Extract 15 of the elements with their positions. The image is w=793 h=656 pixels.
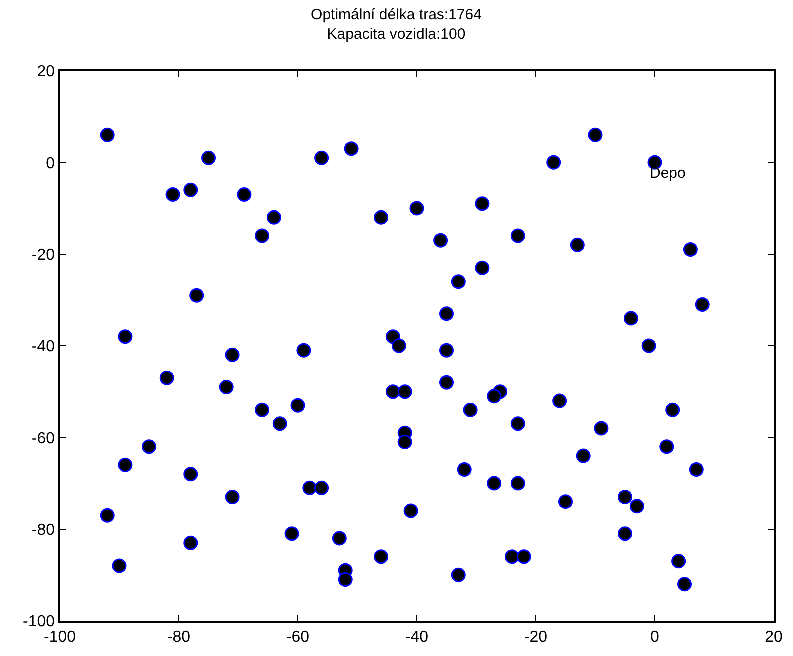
y-tick-label: 0 [46,155,56,172]
chart-title: Optimální délka tras:1764 Kapacita vozidla:100 [311,6,482,44]
x-tick-label: 20 [765,628,783,646]
annotation: Depo [650,165,686,182]
x-tick-label: 0 [650,628,660,646]
x-tick-label: -40 [405,628,429,646]
y-tick-label: -80 [32,522,56,539]
y-tick-label: 20 [37,64,56,81]
y-tick-label: -100 [23,614,56,631]
x-tick-label: -20 [524,628,548,646]
x-tick-label: -60 [286,628,310,646]
y-tick-label: -20 [32,246,56,264]
y-tick-label: -60 [32,430,56,448]
y-tick-label: -40 [32,338,56,356]
x-tick-label: -80 [167,628,191,646]
